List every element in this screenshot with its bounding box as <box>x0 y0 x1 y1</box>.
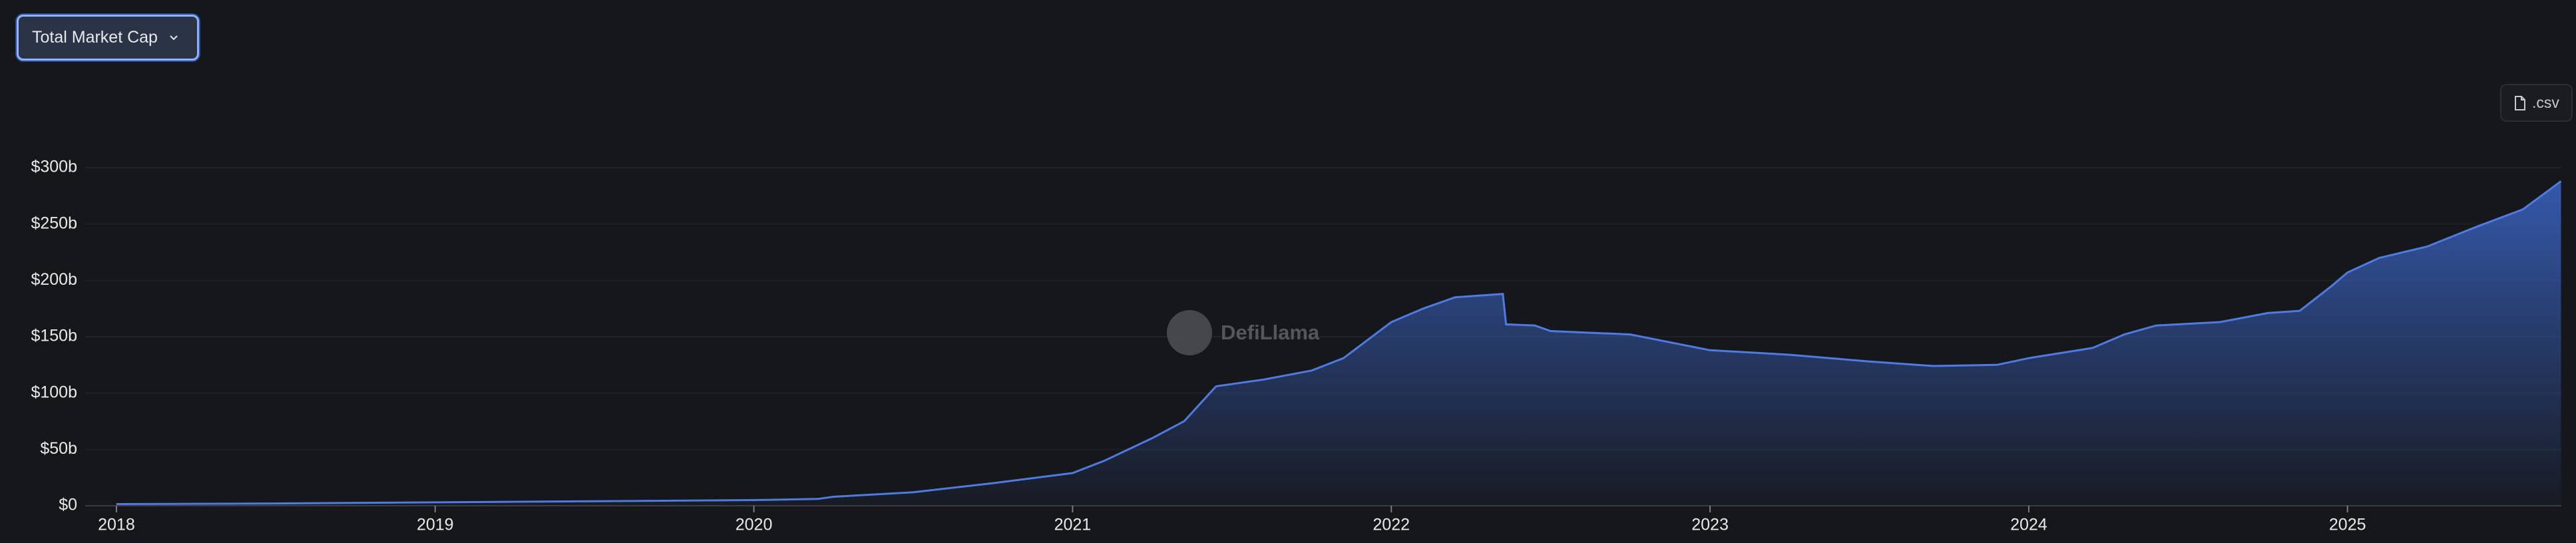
csv-label: .csv <box>2532 94 2559 111</box>
y-tick-label: $100b <box>31 383 77 401</box>
area <box>116 181 2561 506</box>
watermark: DefiLlama <box>1167 310 1320 355</box>
chevron-icon <box>170 35 178 40</box>
y-tick-label: $250b <box>31 214 77 232</box>
watermark-text: DefiLlama <box>1221 321 1320 344</box>
y-tick-label: $200b <box>31 270 77 289</box>
x-tick-label: 2025 <box>2329 516 2366 534</box>
x-tick-label: 2020 <box>736 516 773 534</box>
file-icon <box>2515 95 2525 110</box>
x-tick-label: 2024 <box>2010 516 2047 534</box>
metric-dropdown[interactable]: Total Market Cap <box>17 15 199 61</box>
line <box>116 180 2562 505</box>
x-tick-label: 2019 <box>417 516 454 534</box>
x-tick-label: 2022 <box>1373 516 1410 534</box>
x-tick-label: 2021 <box>1054 516 1092 534</box>
y-tick-label: $50b <box>40 439 77 458</box>
metric-label: Total Market Cap <box>32 28 158 47</box>
csv-download-button[interactable]: .csv <box>2500 84 2573 122</box>
watermark-logo <box>1167 310 1212 355</box>
x-tick-label: 2023 <box>1691 516 1729 534</box>
y-tick-label: $150b <box>31 327 77 345</box>
x-tick-label: 2018 <box>98 516 135 534</box>
y-tick-label: $0 <box>59 496 77 514</box>
y-tick-label: $300b <box>31 158 77 176</box>
